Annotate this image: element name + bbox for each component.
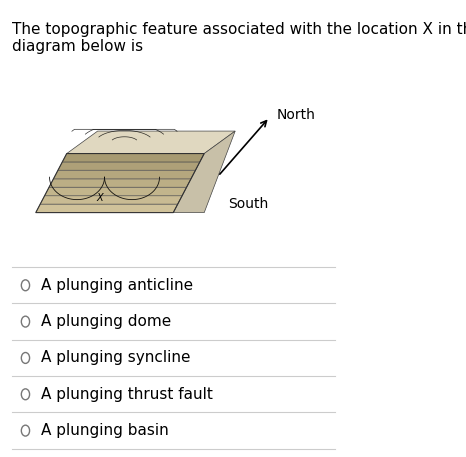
Polygon shape [173, 131, 235, 213]
Text: The topographic feature associated with the location X in the: The topographic feature associated with … [12, 22, 466, 37]
Text: diagram below is: diagram below is [12, 39, 143, 53]
Polygon shape [45, 187, 186, 196]
Polygon shape [67, 131, 235, 154]
Text: A plunging dome: A plunging dome [41, 314, 171, 329]
Text: A plunging basin: A plunging basin [41, 423, 169, 438]
Text: A plunging thrust fault: A plunging thrust fault [41, 387, 213, 402]
Text: X: X [96, 193, 103, 203]
Text: South: South [228, 197, 268, 211]
Polygon shape [58, 162, 200, 170]
Polygon shape [62, 154, 204, 162]
Polygon shape [36, 204, 178, 213]
Polygon shape [54, 170, 195, 179]
Text: A plunging anticline: A plunging anticline [41, 278, 193, 293]
Text: A plunging syncline: A plunging syncline [41, 351, 191, 366]
Text: North: North [276, 108, 315, 122]
Polygon shape [49, 179, 191, 187]
Polygon shape [40, 196, 182, 204]
